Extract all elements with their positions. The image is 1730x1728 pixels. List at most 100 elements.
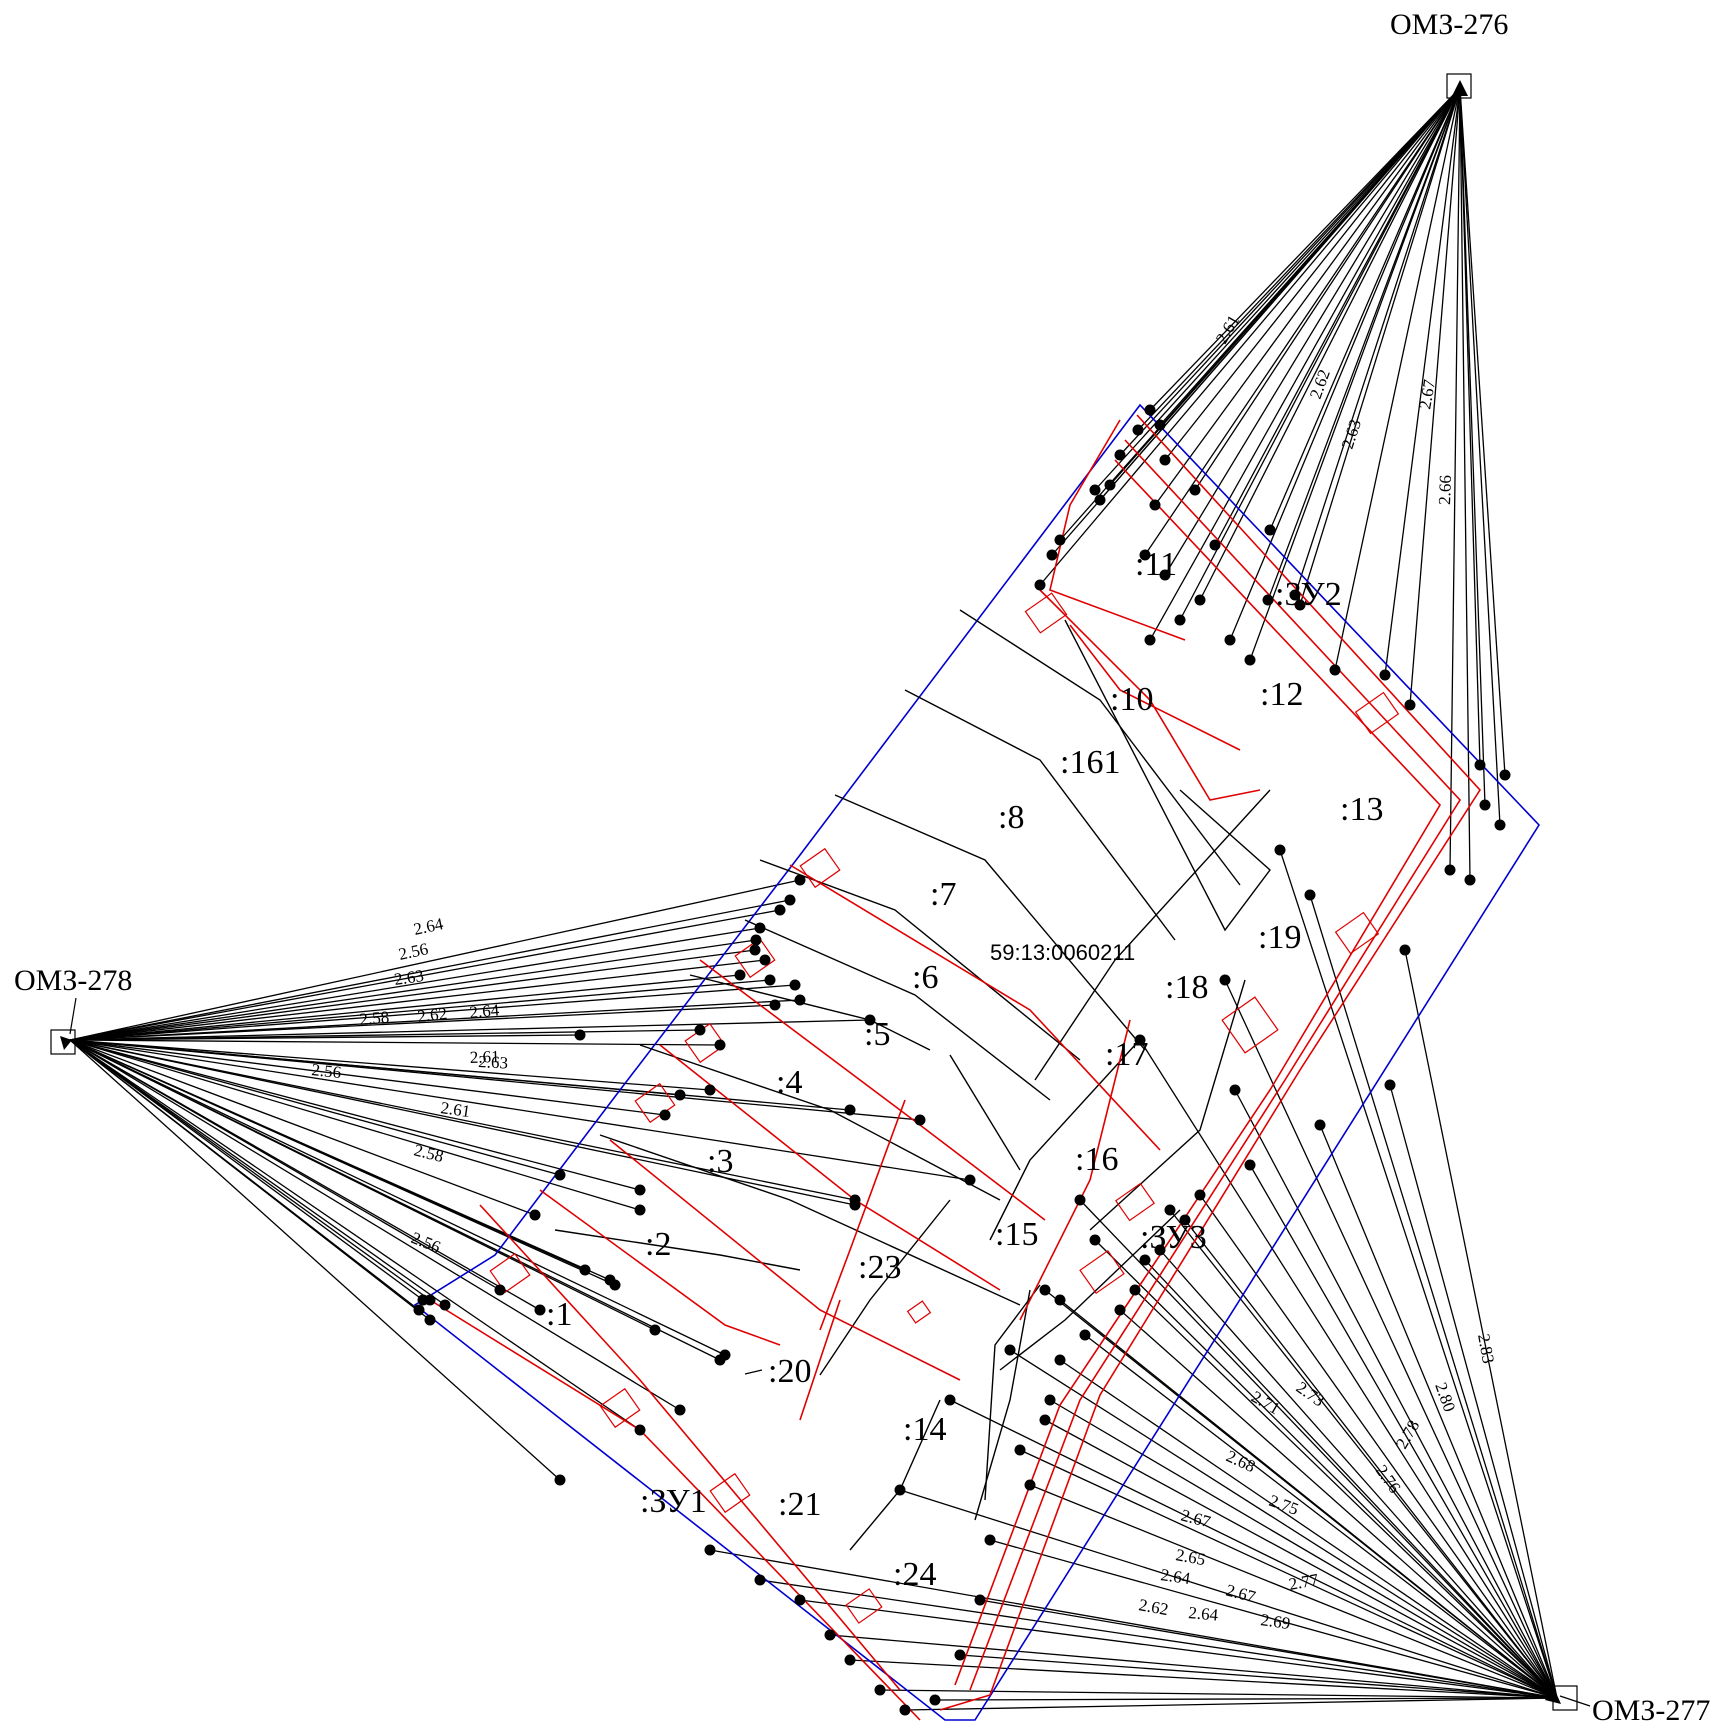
distance-label: 2.75 bbox=[1267, 1491, 1301, 1519]
station-marker bbox=[60, 1036, 72, 1050]
survey-point bbox=[1174, 614, 1186, 626]
measurement-ray bbox=[1229, 87, 1461, 641]
distance-label: 2.64 bbox=[412, 914, 446, 939]
survey-point bbox=[704, 1544, 716, 1556]
survey-point bbox=[1132, 424, 1144, 436]
survey-point bbox=[1404, 699, 1416, 711]
survey-point bbox=[1164, 1204, 1176, 1216]
measurement-ray bbox=[69, 927, 761, 1041]
parcel-20-leader bbox=[744, 1369, 763, 1375]
survey-point bbox=[929, 1694, 941, 1706]
measurement-ray bbox=[1409, 87, 1461, 706]
survey-point bbox=[954, 1649, 966, 1661]
survey-point bbox=[529, 1209, 541, 1221]
survey-point bbox=[413, 1304, 425, 1316]
survey-point bbox=[534, 1304, 546, 1316]
parcel-label: :7 bbox=[930, 876, 956, 913]
survey-point bbox=[1159, 569, 1171, 581]
survey-point bbox=[1304, 889, 1316, 901]
survey-point bbox=[714, 1039, 726, 1051]
measurement-ray bbox=[1249, 1164, 1558, 1699]
distance-label: 2.64 bbox=[1159, 1565, 1192, 1588]
station-frame bbox=[50, 1029, 76, 1055]
survey-point bbox=[1224, 634, 1236, 646]
survey-point bbox=[1004, 1344, 1016, 1356]
distance-label: 2.63 bbox=[1338, 417, 1365, 451]
survey-point bbox=[424, 1314, 436, 1326]
distance-label: 2.56 bbox=[311, 1060, 343, 1082]
parcel-label: :3 bbox=[707, 1143, 733, 1180]
distance-label: 2.69 bbox=[1259, 1610, 1291, 1633]
measurement-ray bbox=[1134, 1289, 1558, 1699]
survey-point bbox=[579, 1264, 591, 1276]
measurement-ray bbox=[1384, 87, 1461, 676]
measurement-ray bbox=[69, 1039, 446, 1306]
measurement-ray bbox=[934, 1697, 1558, 1701]
station-omz-278: ОМЗ-278 bbox=[14, 964, 132, 1055]
measurement-ray bbox=[1149, 87, 1461, 641]
measurement-ray bbox=[989, 1539, 1558, 1699]
measurement-ray bbox=[1184, 1219, 1558, 1699]
distance-label: 2.64 bbox=[1188, 1603, 1220, 1625]
measurement-ray bbox=[1249, 87, 1461, 661]
measurement-ray bbox=[799, 1599, 1558, 1699]
measurement-ray bbox=[69, 939, 757, 1041]
survey-point bbox=[1046, 549, 1058, 561]
measurement-ray bbox=[1049, 1399, 1558, 1699]
measurement-ray bbox=[69, 984, 796, 1041]
survey-point bbox=[794, 1594, 806, 1606]
measurement-ray bbox=[1009, 1349, 1558, 1699]
measurement-rays bbox=[69, 87, 1558, 1711]
survey-point bbox=[844, 1654, 856, 1666]
measurement-ray bbox=[1079, 1199, 1558, 1699]
survey-point bbox=[1024, 1479, 1036, 1491]
survey-point bbox=[944, 1394, 956, 1406]
survey-point bbox=[1039, 1284, 1051, 1296]
measurement-ray bbox=[69, 959, 766, 1041]
measurement-ray bbox=[759, 1579, 1558, 1699]
survey-point bbox=[1494, 819, 1506, 831]
measurement-ray bbox=[1234, 1089, 1558, 1699]
survey-point bbox=[1399, 944, 1411, 956]
parcel-label: :8 bbox=[998, 799, 1024, 836]
survey-point bbox=[914, 1114, 926, 1126]
measurement-ray bbox=[949, 1399, 1558, 1699]
measurement-ray bbox=[1144, 87, 1461, 556]
survey-point bbox=[719, 1349, 731, 1361]
survey-point bbox=[704, 1084, 716, 1096]
survey-point bbox=[1144, 404, 1156, 416]
parcel-label: :6 bbox=[912, 959, 938, 996]
survey-point bbox=[1264, 524, 1276, 536]
survey-point bbox=[754, 1574, 766, 1586]
survey-point bbox=[864, 1014, 876, 1026]
measurement-ray bbox=[1179, 87, 1461, 621]
survey-point bbox=[634, 1424, 646, 1436]
measurement-ray bbox=[1119, 1309, 1558, 1699]
measurement-ray bbox=[1294, 87, 1461, 596]
measurement-ray bbox=[1194, 87, 1461, 491]
measurement-ray bbox=[69, 1039, 711, 1091]
parcel-label: :12 bbox=[1260, 676, 1303, 713]
parcel-label: :161 bbox=[1060, 744, 1120, 781]
measurement-ray bbox=[1279, 849, 1558, 1699]
survey-point bbox=[1134, 1034, 1146, 1046]
survey-point bbox=[849, 1199, 861, 1211]
survey-point bbox=[899, 1704, 911, 1716]
survey-point bbox=[774, 904, 786, 916]
survey-point bbox=[1044, 1394, 1056, 1406]
survey-point bbox=[1129, 1284, 1141, 1296]
parcel-label: :4 bbox=[776, 1064, 802, 1101]
station-frame bbox=[1446, 73, 1472, 99]
station-label: ОМЗ-277 bbox=[1592, 1694, 1710, 1727]
survey-point bbox=[574, 1029, 586, 1041]
measurement-ray bbox=[849, 1659, 1558, 1699]
survey-point bbox=[1094, 494, 1106, 506]
survey-point bbox=[1034, 579, 1046, 591]
measurement-ray bbox=[69, 879, 801, 1041]
measurement-ray bbox=[69, 1039, 971, 1181]
measurement-ray bbox=[69, 1039, 721, 1046]
measurement-ray bbox=[1029, 1484, 1558, 1699]
survey-point bbox=[1114, 449, 1126, 461]
measurement-ray bbox=[69, 1039, 721, 1361]
distance-label: 2.64 bbox=[469, 1000, 501, 1022]
